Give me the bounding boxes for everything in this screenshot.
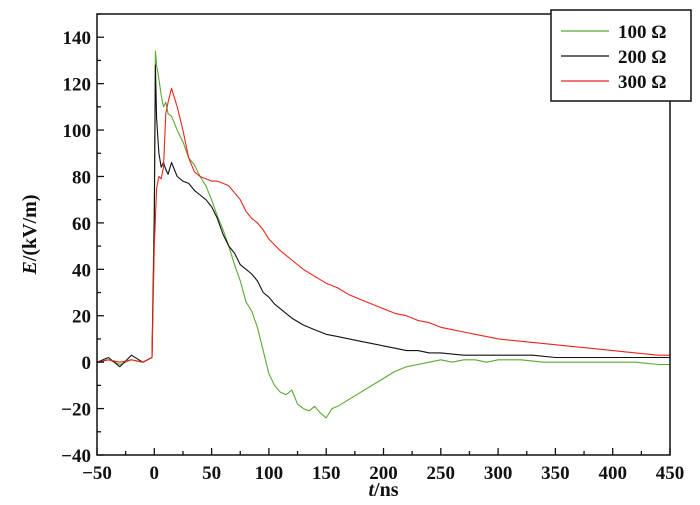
x-tick-label: 400 [598,463,627,484]
x-tick-label: 100 [255,463,284,484]
x-tick-label: 250 [427,463,456,484]
y-axis-title-unit: /(kV/m) [19,194,41,262]
series-line-2 [96,64,670,368]
x-tick-label: 200 [369,463,398,484]
y-tick-label: 60 [72,214,91,235]
y-tick-label: 120 [63,75,92,96]
ticks-layer: −50 0 50 100 150 200 250 300 350 400 450 −40 −20 0 20 4… [61,13,685,484]
x-tick-label: 350 [541,463,570,484]
legend-label-1: 100 Ω [618,22,666,43]
x-axis-title-var: t [368,479,375,501]
y-axis-title-var: E [19,261,41,275]
x-tick-label: 50 [202,463,221,484]
series-line-1 [96,50,670,419]
x-tick-label: 0 [150,463,160,484]
y-tick-label: 100 [63,121,92,142]
y-tick-label: −40 [61,446,91,467]
x-tick-label: 450 [656,463,685,484]
series-line-3 [96,87,670,363]
legend-label-3: 300 Ω [618,72,666,93]
x-axis-title: t/ns [368,479,398,501]
y-tick-label: 80 [72,167,91,188]
y-tick-label: 20 [72,307,91,328]
legend-label-2: 200 Ω [618,47,666,68]
x-axis-title-unit: /ns [373,479,399,501]
x-tick-label: 300 [484,463,513,484]
x-tick-label: 150 [312,463,341,484]
y-tick-label: −20 [61,400,91,421]
y-axis-title: E/(kV/m) [19,194,41,275]
y-tick-label: 40 [72,260,91,281]
x-tick-label: −50 [82,463,112,484]
y-tick-label: 0 [82,353,92,374]
legend: 100 Ω 200 Ω 300 Ω [550,9,692,102]
series-layer [96,50,670,419]
y-tick-label: 140 [63,28,92,49]
